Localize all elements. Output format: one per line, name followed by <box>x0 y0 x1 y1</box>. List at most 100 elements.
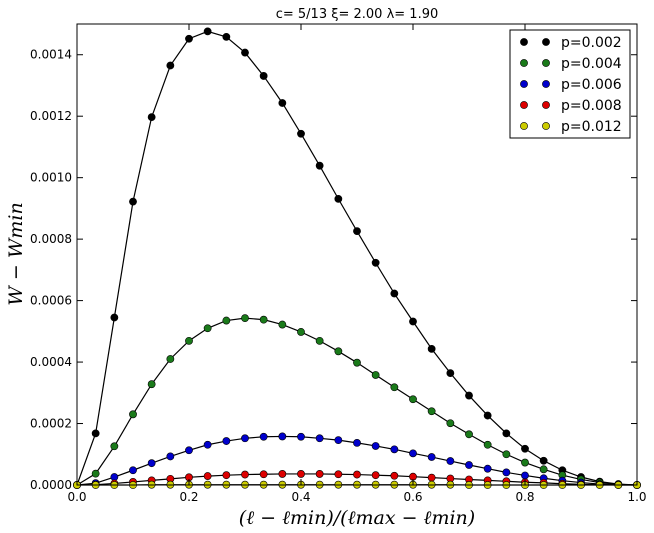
y-tick-label: 0.0004 <box>30 355 72 369</box>
y-tick-label: 0.0012 <box>30 109 72 123</box>
data-point <box>446 419 455 428</box>
plot-frame <box>76 23 638 486</box>
data-point <box>241 470 249 479</box>
data-point <box>129 410 137 419</box>
data-point <box>371 442 380 450</box>
data-point <box>353 227 361 236</box>
legend-marker <box>520 80 528 88</box>
data-point <box>91 469 100 478</box>
y-tick-label: 0.0014 <box>30 48 72 62</box>
x-tick-label: 0.4 <box>291 490 310 504</box>
y-axis-title: W − Wmin <box>5 202 27 305</box>
data-point <box>315 336 324 345</box>
chart-title: c= 5/13 ξ= 2.00 λ= 1.90 <box>276 7 439 22</box>
data-point <box>203 440 212 449</box>
data-point <box>427 344 436 353</box>
data-point <box>390 445 399 454</box>
data-point <box>222 316 231 325</box>
data-point <box>185 446 193 455</box>
data-point <box>521 444 529 453</box>
data-point <box>315 434 324 443</box>
data-point <box>147 113 156 122</box>
legend-label: p=0.006 <box>561 77 622 93</box>
data-point <box>166 452 175 461</box>
data-point <box>241 434 249 443</box>
data-point <box>409 395 417 404</box>
series-layer <box>73 27 641 489</box>
data-point <box>278 320 287 329</box>
data-point <box>409 317 417 326</box>
data-point <box>521 471 529 480</box>
data-point <box>353 358 361 367</box>
x-tick-label: 0.6 <box>403 490 422 504</box>
data-point <box>147 459 156 468</box>
data-point <box>390 383 399 392</box>
legend-marker <box>520 59 528 67</box>
x-tick-label: 0.2 <box>179 490 198 504</box>
legend-marker <box>520 38 528 46</box>
data-point <box>315 470 324 478</box>
data-point <box>502 450 511 459</box>
legend-label: p=0.012 <box>561 119 622 135</box>
x-tick-label: 1.0 <box>627 490 646 504</box>
data-point <box>502 468 511 477</box>
data-point <box>427 453 436 461</box>
data-point <box>147 380 156 389</box>
data-point <box>315 161 324 170</box>
data-point <box>129 197 137 206</box>
data-point <box>91 429 100 438</box>
data-point <box>297 328 305 336</box>
data-point <box>222 437 231 445</box>
data-point <box>427 407 436 416</box>
data-point <box>241 314 249 323</box>
x-tick-label: 0.0 <box>67 490 86 504</box>
data-point <box>259 470 268 479</box>
data-point <box>539 465 548 474</box>
data-point <box>409 449 417 458</box>
x-tick-label: 0.8 <box>515 490 534 504</box>
legend-label: p=0.002 <box>561 35 622 51</box>
data-point <box>185 34 193 43</box>
data-point <box>371 258 380 267</box>
data-point <box>446 369 455 378</box>
data-point <box>203 27 212 36</box>
data-point <box>259 72 268 80</box>
data-point <box>166 61 175 70</box>
data-point <box>371 371 380 379</box>
data-point <box>297 129 305 138</box>
legend-marker <box>542 80 550 88</box>
data-point <box>353 438 361 447</box>
legend-marker <box>520 122 528 130</box>
y-tick-label: 0.0010 <box>30 171 72 185</box>
legend-label: p=0.008 <box>561 98 622 114</box>
legend-marker <box>542 59 550 67</box>
axes-layer: 0.0 0.2 0.4 0.6 0.8 1.0 0.0000 0.0002 0.0004 0.00… <box>30 24 647 504</box>
data-point <box>353 470 361 479</box>
data-point <box>483 464 492 473</box>
y-tick-label: 0.0006 <box>30 294 72 308</box>
data-point <box>166 355 175 363</box>
data-point <box>241 48 249 57</box>
data-point <box>110 473 119 481</box>
data-point <box>222 33 231 41</box>
data-point <box>129 466 137 475</box>
y-tick-label: 0.0002 <box>30 417 72 431</box>
data-point <box>278 432 287 441</box>
legend: p=0.002 p=0.004 p=0.006 p=0.008 p=0.012 <box>509 29 631 139</box>
data-point <box>110 313 119 322</box>
data-point <box>110 442 119 451</box>
legend-label: p=0.004 <box>561 56 622 72</box>
x-axis-title: (ℓ − ℓmin)/(ℓmax − ℓmin) <box>239 507 475 529</box>
data-point <box>185 336 193 345</box>
data-point <box>465 461 473 469</box>
legend-frame <box>509 29 631 139</box>
data-point <box>203 324 212 333</box>
data-point <box>278 99 287 107</box>
y-tick-label: 0.0000 <box>30 478 72 492</box>
data-point <box>465 391 473 400</box>
data-point <box>203 472 212 480</box>
data-point <box>297 470 305 478</box>
data-point <box>297 432 305 441</box>
y-tick-label: 0.0008 <box>30 232 72 246</box>
